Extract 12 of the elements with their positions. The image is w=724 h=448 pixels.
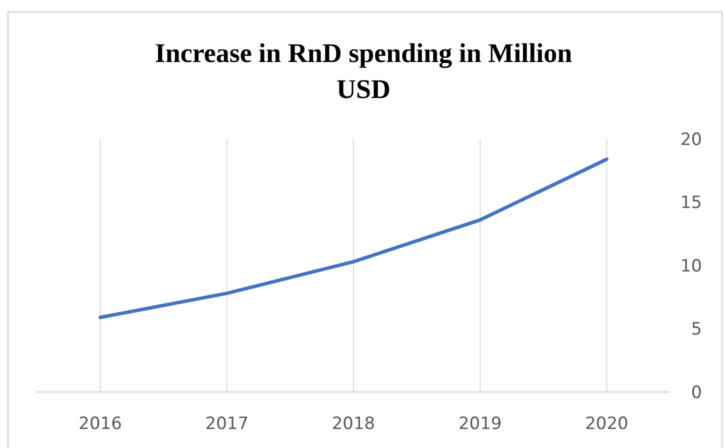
x-tick-label: 2020: [585, 414, 628, 434]
chart-title: Increase in RnD spending in Million USD: [154, 38, 572, 104]
x-tick-label: 2019: [458, 414, 502, 434]
line-series: [98, 157, 608, 320]
x-tick-label: 2018: [332, 414, 376, 434]
x-tick-label: 2016: [78, 414, 122, 434]
y-tick-label: 15: [680, 193, 702, 214]
y-tick-label: 5: [691, 320, 702, 340]
y-tick-label: 20: [680, 130, 702, 150]
y-tick-label: 10: [680, 256, 702, 276]
x-tick-label: 2017: [205, 414, 249, 434]
y-tick-label: 0: [691, 382, 702, 403]
